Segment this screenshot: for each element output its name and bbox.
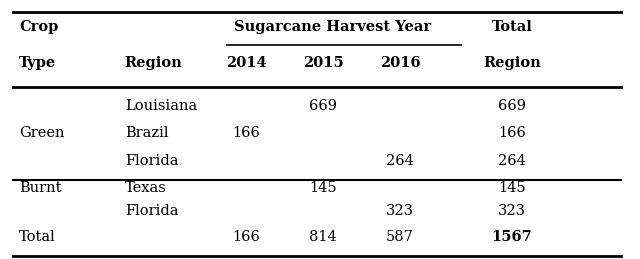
Text: Region: Region xyxy=(125,56,182,70)
Text: Florida: Florida xyxy=(125,204,179,218)
Text: 587: 587 xyxy=(386,230,414,244)
Text: 2015: 2015 xyxy=(303,56,344,70)
Text: Burnt: Burnt xyxy=(19,181,61,195)
Text: Region: Region xyxy=(483,56,541,70)
Text: Green: Green xyxy=(19,126,65,140)
Text: 669: 669 xyxy=(309,99,337,113)
Text: Texas: Texas xyxy=(125,181,166,195)
Text: 669: 669 xyxy=(498,99,526,113)
Text: Crop: Crop xyxy=(19,20,58,34)
Text: 166: 166 xyxy=(232,230,260,244)
Text: 145: 145 xyxy=(498,181,526,195)
Text: 2016: 2016 xyxy=(380,56,420,70)
Text: 145: 145 xyxy=(309,181,337,195)
Text: 323: 323 xyxy=(386,204,414,218)
Text: Louisiana: Louisiana xyxy=(125,99,197,113)
Text: Sugarcane Harvest Year: Sugarcane Harvest Year xyxy=(234,20,431,34)
Text: Type: Type xyxy=(19,56,56,70)
Text: Brazil: Brazil xyxy=(125,126,168,140)
Text: Total: Total xyxy=(492,20,532,34)
Text: 1567: 1567 xyxy=(492,230,532,244)
Text: 166: 166 xyxy=(498,126,526,140)
Text: 2014: 2014 xyxy=(226,56,267,70)
Text: Florida: Florida xyxy=(125,154,179,168)
Text: 323: 323 xyxy=(498,204,526,218)
Text: 166: 166 xyxy=(232,126,260,140)
Text: Total: Total xyxy=(19,230,56,244)
Text: 814: 814 xyxy=(309,230,337,244)
Text: 264: 264 xyxy=(386,154,414,168)
Text: 264: 264 xyxy=(498,154,526,168)
